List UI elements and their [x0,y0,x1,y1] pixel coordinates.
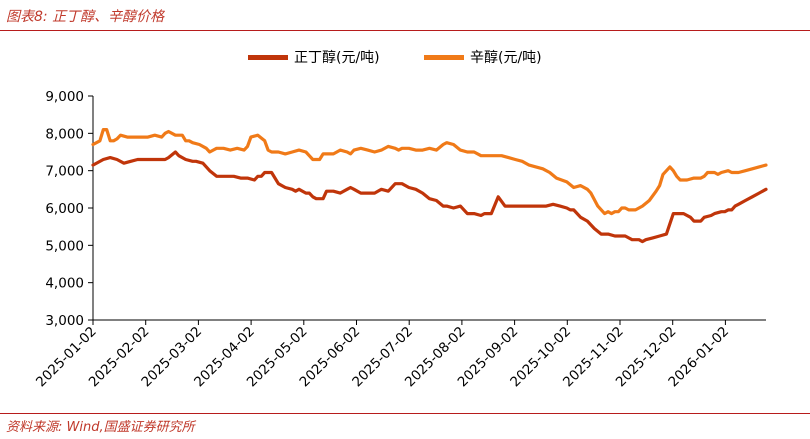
legend-swatch-octanol [424,54,464,60]
legend-label-octanol: 辛醇(元/吨) [470,50,542,66]
y-tick-label: 5,000 [45,238,84,254]
butanol-price-line [91,150,768,244]
y-tick-label: 4,000 [45,276,84,292]
y-tick-label: 8,000 [45,126,84,142]
legend-swatch-butanol [248,54,288,60]
chart-legend: 正丁醇(元/吨) 辛醇(元/吨) [0,47,810,69]
legend-item-butanol: 正丁醇(元/吨) [248,47,380,67]
footer-divider [0,413,810,414]
y-tick-label: 3,000 [45,313,84,329]
legend-label-butanol: 正丁醇(元/吨) [294,50,380,66]
chart-title: 图表8: 正丁醇、辛醇价格 [6,9,165,25]
y-tick-label: 6,000 [45,201,84,217]
octanol-price-line [91,128,768,216]
header-divider [0,30,810,31]
y-tick-label: 7,000 [45,164,84,180]
legend-item-octanol: 辛醇(元/吨) [424,47,542,67]
source-note: 资料来源: Wind,国盛证券研究所 [6,420,195,435]
y-tick-label: 9,000 [45,89,84,105]
